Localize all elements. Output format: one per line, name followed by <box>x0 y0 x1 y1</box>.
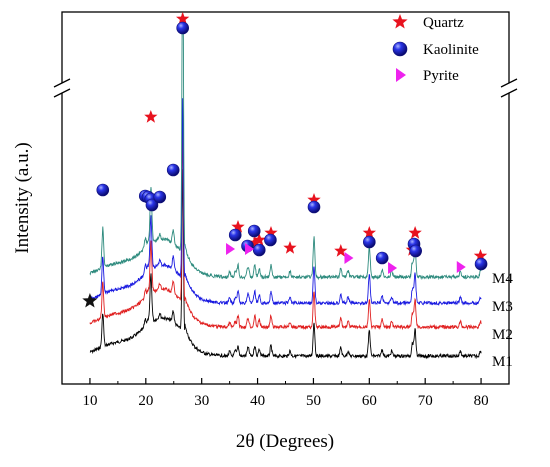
x-axis-title: 2θ (Degrees) <box>236 431 334 452</box>
axis-break-gap <box>503 83 515 93</box>
kaolinite-marker <box>474 257 488 271</box>
kaolinite-marker <box>176 21 189 35</box>
kaolinite-marker <box>247 224 261 238</box>
series-label-m1: M1 <box>492 354 513 370</box>
series-line-m3 <box>89 98 482 307</box>
quartz-marker <box>144 110 158 123</box>
kaolinite-marker <box>409 244 422 258</box>
x-tick-label: 10 <box>82 393 97 409</box>
x-tick-label: 40 <box>250 393 265 409</box>
legend-kaolinite-sphere-icon <box>392 41 408 57</box>
x-tick-label: 70 <box>418 393 433 409</box>
axis-break-mark <box>53 88 71 98</box>
quartz-marker <box>231 220 245 233</box>
quartz-marker <box>248 236 262 249</box>
kaolinite-marker <box>264 233 277 247</box>
pyrite-marker <box>388 262 398 274</box>
pyrite-marker <box>245 243 255 255</box>
pyrite-marker <box>456 261 466 273</box>
x-tick-label: 60 <box>362 393 377 409</box>
legend-label-kaolinite: Kaolinite <box>423 42 479 58</box>
marker-layer <box>82 12 488 308</box>
legend-label-pyrite: Pyrite <box>423 68 459 84</box>
x-tick-label: 50 <box>306 393 321 409</box>
axis-break-gap <box>56 83 68 93</box>
series-label-m2: M2 <box>492 327 513 343</box>
axis-break-mark <box>500 88 518 98</box>
origin-star-marker <box>82 293 98 308</box>
axis-break-mark <box>53 78 71 88</box>
x-tick-label: 30 <box>194 393 209 409</box>
kaolinite-marker <box>166 163 180 177</box>
pyrite-marker <box>344 252 354 264</box>
quartz-marker <box>473 249 488 262</box>
x-tick-label: 80 <box>474 393 489 409</box>
axis-break <box>53 78 518 98</box>
kaolinite-marker <box>96 183 110 197</box>
axis-break-mark <box>500 78 518 88</box>
quartz-marker <box>264 226 278 239</box>
pyrite-marker <box>226 243 236 255</box>
kaolinite-marker <box>363 235 376 249</box>
legend-label-quartz: Quartz <box>423 15 464 31</box>
legend-pyrite-triangle-icon <box>396 68 406 82</box>
kaolinite-marker <box>153 190 167 204</box>
y-axis-title: Intensity (a.u.) <box>12 142 33 253</box>
kaolinite-marker <box>307 200 321 214</box>
kaolinite-marker <box>375 251 389 265</box>
kaolinite-marker <box>145 198 159 212</box>
legend-quartz-star-icon <box>392 14 408 29</box>
series-line-m2 <box>89 131 482 331</box>
quartz-marker <box>283 241 297 254</box>
quartz-marker <box>307 193 321 206</box>
quartz-marker <box>408 226 422 239</box>
quartz-marker <box>252 233 266 246</box>
legend: Quartz Kaolinite Pyrite <box>392 14 479 84</box>
tick-layer: 10 20 30 40 50 60 70 80 <box>82 378 510 409</box>
series-line-m1 <box>89 169 482 360</box>
x-tick-label: 20 <box>138 393 153 409</box>
quartz-marker <box>362 226 376 239</box>
kaolinite-marker <box>252 243 266 257</box>
series-label-m4: M4 <box>492 271 513 287</box>
series-label-m3: M3 <box>492 299 513 315</box>
kaolinite-marker <box>228 228 242 242</box>
quartz-marker <box>334 244 348 257</box>
quartz-marker <box>176 12 190 25</box>
